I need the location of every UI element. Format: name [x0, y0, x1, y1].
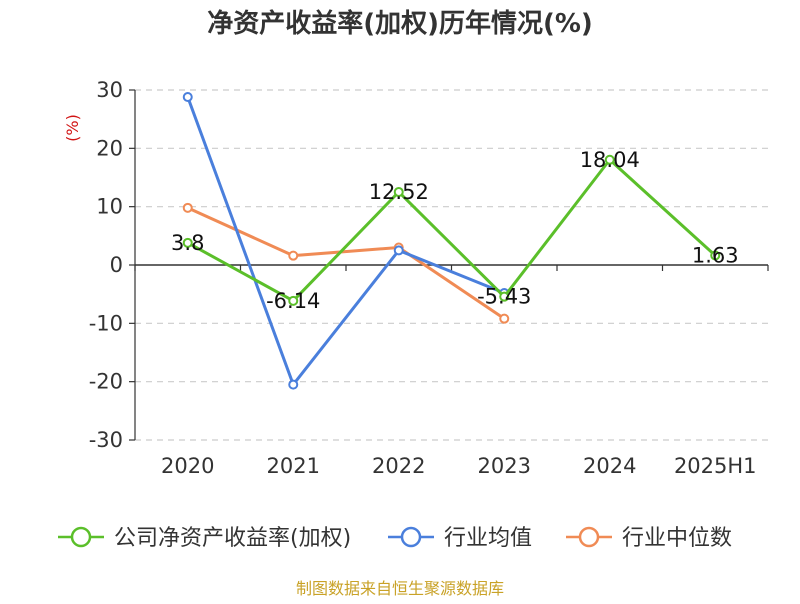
- source-note: 制图数据来自恒生聚源数据库: [296, 579, 504, 598]
- y-tick-label: -20: [89, 370, 123, 394]
- data-point[interactable]: [393, 186, 404, 197]
- series-lines: [182, 92, 721, 390]
- x-tick-label: 2024: [583, 454, 636, 478]
- data-label: 1.63: [692, 243, 739, 267]
- y-tick-label: 30: [96, 78, 123, 102]
- x-tick-label: 2025H1: [674, 454, 757, 478]
- legend-item[interactable]: 行业均值: [388, 526, 532, 551]
- data-point[interactable]: [182, 202, 193, 213]
- y-tick-label: 0: [110, 253, 123, 277]
- series-line: [187, 206, 506, 320]
- y-tick-label: -10: [89, 311, 123, 335]
- data-point[interactable]: [182, 237, 193, 248]
- legend-label: 公司净资产收益率(加权): [114, 526, 351, 551]
- data-point[interactable]: [182, 92, 193, 102]
- x-tick-label: 2021: [267, 454, 320, 478]
- data-labels: 3.8 -6.14 12.52 -5.43 18.04 1.63: [171, 148, 739, 313]
- legend-item[interactable]: 行业中位数: [566, 526, 732, 551]
- y-axis-unit-label: (%): [63, 114, 82, 142]
- legend-marker: [400, 526, 422, 548]
- legend: 公司净资产收益率(加权) 行业均值 行业中位数: [58, 526, 732, 551]
- legend-label: 行业中位数: [622, 526, 732, 551]
- data-point[interactable]: [499, 291, 510, 302]
- data-point[interactable]: [604, 154, 615, 165]
- y-tick-label: 10: [96, 195, 123, 219]
- data-point[interactable]: [393, 245, 404, 256]
- chart-title: 净资产收益率(加权)历年情况(%): [207, 8, 593, 39]
- data-label: -5.43: [477, 285, 531, 309]
- y-tick-label: -30: [89, 428, 123, 452]
- x-tick-label: 2023: [478, 454, 531, 478]
- x-tick-label: 2022: [372, 454, 425, 478]
- data-point[interactable]: [288, 295, 299, 306]
- series-line: [186, 96, 505, 387]
- data-label: 18.04: [580, 148, 640, 172]
- axes: 30 20 10 0 -10 -20 -30 2020 2021 2022 2023 2024 2025…: [89, 78, 769, 478]
- legend-item[interactable]: 公司净资产收益率(加权): [58, 526, 351, 551]
- legend-marker: [70, 526, 92, 548]
- series-line: [187, 158, 717, 303]
- data-label: -6.14: [266, 289, 320, 313]
- x-tick-label: 2020: [161, 454, 214, 478]
- legend-marker: [578, 526, 600, 548]
- data-label: 3.8: [171, 231, 204, 255]
- data-point[interactable]: [288, 250, 299, 261]
- legend-label: 行业均值: [444, 526, 532, 551]
- data-point[interactable]: [499, 313, 510, 324]
- data-point[interactable]: [710, 250, 721, 261]
- y-tick-label: 20: [96, 136, 123, 160]
- data-label: 12.52: [369, 180, 429, 204]
- data-point[interactable]: [288, 379, 299, 390]
